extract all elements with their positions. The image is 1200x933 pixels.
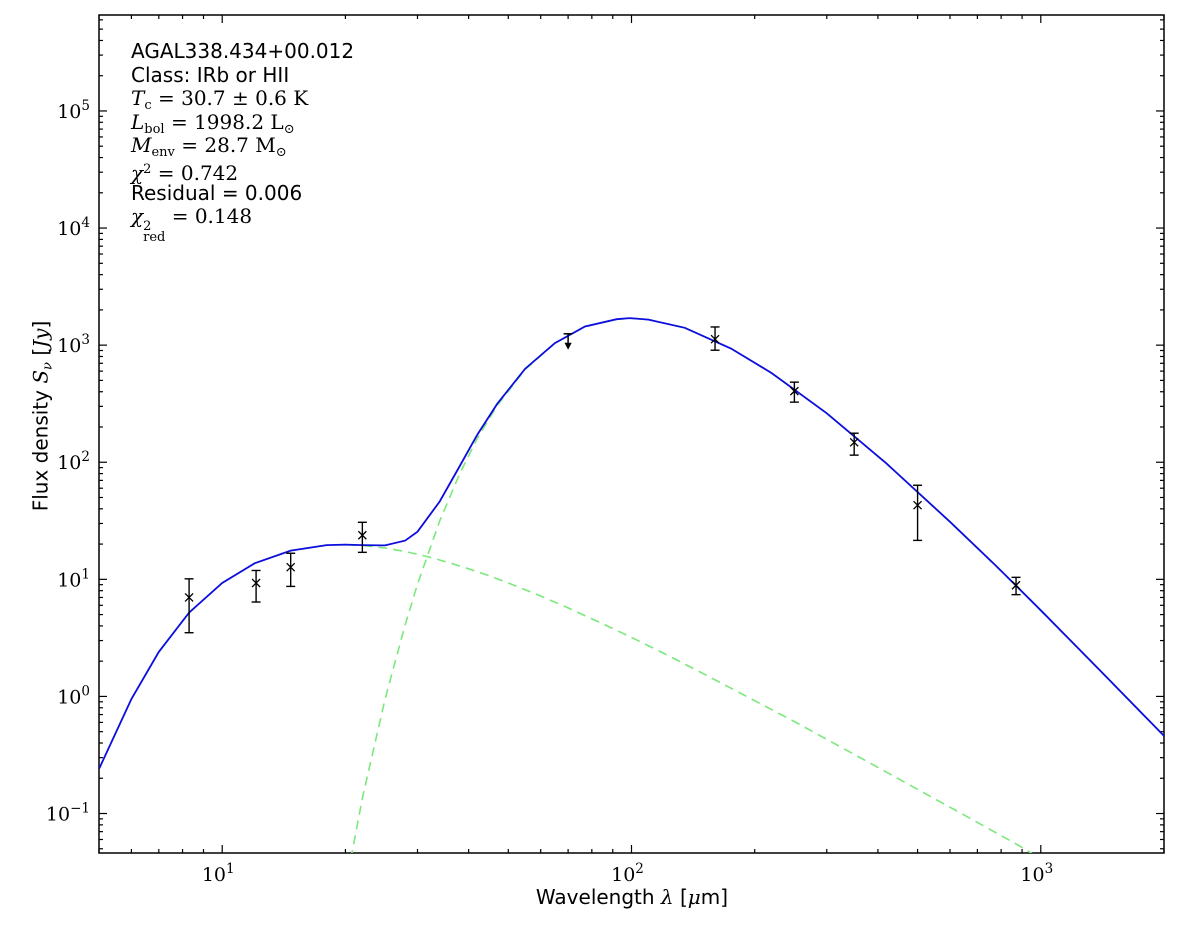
chi-symbol: χ xyxy=(131,160,144,185)
down-arrow-icon xyxy=(564,342,572,350)
lambda-symbol: λ xyxy=(660,885,674,909)
data-point xyxy=(913,484,923,542)
chi-squared-line: χ2 = 0.742 xyxy=(131,160,239,185)
mass-symbol: M xyxy=(131,133,152,158)
data-points xyxy=(184,326,1021,634)
tick-labels: 101 102 103 10−1 100 101 102 103 104 105 xyxy=(46,98,1053,886)
envelope-mass-line: Menv = 28.7 M⊙ xyxy=(131,133,287,161)
model-curves xyxy=(99,317,1164,853)
data-point xyxy=(710,326,720,351)
sun-symbol: ⊙ xyxy=(283,121,295,137)
mu-symbol: μ xyxy=(687,885,701,909)
tick-label: 102 xyxy=(57,449,90,474)
y-axis-label: Flux density Sν [Jy] xyxy=(28,320,56,512)
tick-label: 105 xyxy=(57,98,90,123)
tick-label: 101 xyxy=(57,566,90,591)
chi-symbol: χ xyxy=(131,204,144,229)
data-point xyxy=(251,569,261,603)
total-model-curve xyxy=(99,317,1164,770)
plot-frame xyxy=(98,14,1165,854)
tick-label: 103 xyxy=(1020,861,1053,886)
data-point xyxy=(1011,576,1021,596)
data-point xyxy=(184,578,194,634)
sun-symbol: ⊙ xyxy=(275,145,287,161)
jansky-unit: Jy xyxy=(28,328,53,348)
tick-label: 104 xyxy=(57,215,90,240)
chi-squared-reduced-line: χ 2 red = 0.148 xyxy=(131,204,253,246)
tick-label: 103 xyxy=(57,332,90,357)
tick-label: 102 xyxy=(611,861,644,886)
bolometric-luminosity-line: Lbol = 1998.2 L⊙ xyxy=(131,109,295,137)
x-axis-label: Wavelength λ [μm] xyxy=(535,885,729,909)
temperature-symbol: T xyxy=(131,86,145,111)
nu-symbol: ν xyxy=(40,362,56,370)
residual-line: Residual = 0.006 xyxy=(131,180,303,205)
source-name: AGAL338.434+00.012 xyxy=(131,39,355,63)
tick-label: 101 xyxy=(202,861,235,886)
info-block: AGAL338.434+00.012 Class: IRb or HII Tc … xyxy=(131,39,355,246)
class-line: Class: IRb or HII xyxy=(131,62,290,87)
data-point xyxy=(357,521,367,554)
tick-label: 10−1 xyxy=(46,801,90,826)
axis-ticks xyxy=(98,15,1165,853)
flux-symbol: S xyxy=(28,369,53,384)
luminosity-symbol: L xyxy=(131,109,145,134)
dust-temperature-line: Tc = 30.7 ± 0.6 K xyxy=(131,86,309,114)
data-point xyxy=(849,432,859,456)
data-point xyxy=(789,381,799,403)
upper-limit-marker xyxy=(563,333,573,350)
tick-label: 100 xyxy=(57,683,90,708)
data-point xyxy=(286,552,296,588)
